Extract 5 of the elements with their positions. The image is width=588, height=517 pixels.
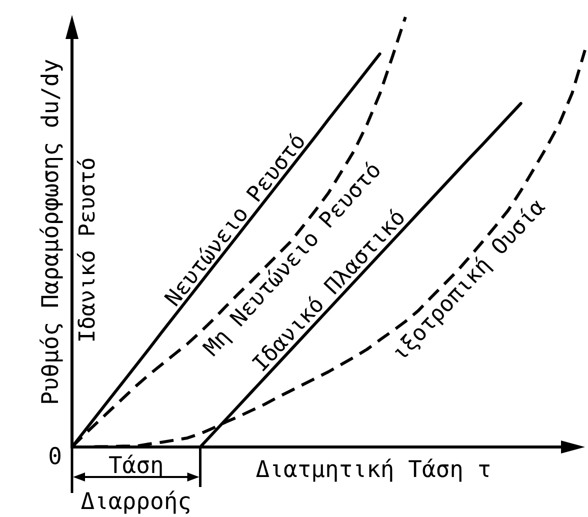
y-axis-title: Ρυθμός Παραμόρφωσης du/dy [38, 58, 64, 406]
annotation: Ιδανικό Ρευστό [76, 157, 101, 343]
text: Τάση Διαρροής [80, 452, 192, 515]
x-axis-title: Διατμητική Τάση τ [256, 456, 492, 483]
text: 0 [48, 444, 62, 470]
